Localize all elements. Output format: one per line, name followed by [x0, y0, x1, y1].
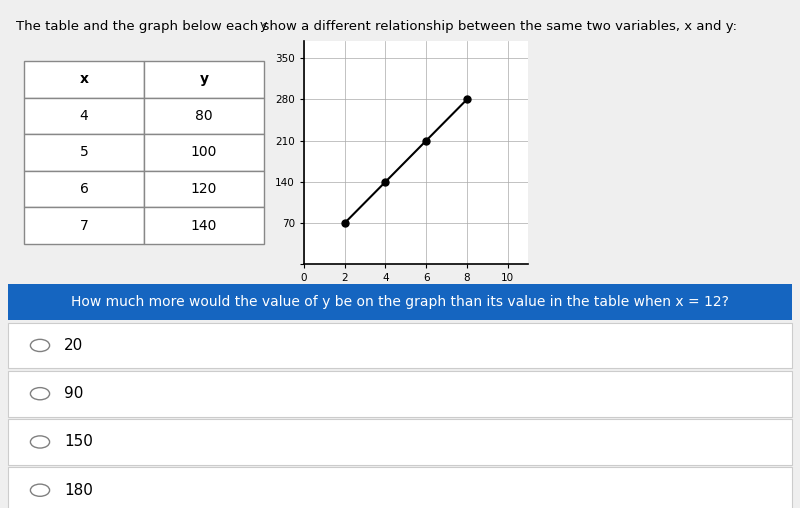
Text: How much more would the value of y be on the graph than its value in the table w: How much more would the value of y be on… — [71, 295, 729, 309]
Text: x: x — [79, 72, 89, 86]
Text: 6: 6 — [79, 182, 89, 196]
Text: 100: 100 — [191, 145, 217, 160]
Text: 20: 20 — [64, 338, 83, 353]
Text: The table and the graph below each show a different relationship between the sam: The table and the graph below each show … — [16, 20, 737, 34]
X-axis label: x: x — [412, 286, 420, 299]
Y-axis label: y: y — [260, 19, 267, 31]
Text: 4: 4 — [80, 109, 88, 123]
Text: 7: 7 — [80, 218, 88, 233]
Text: 150: 150 — [64, 434, 93, 450]
Text: 5: 5 — [80, 145, 88, 160]
Text: 180: 180 — [64, 483, 93, 498]
Text: 120: 120 — [191, 182, 217, 196]
Text: 80: 80 — [195, 109, 213, 123]
Text: y: y — [199, 72, 209, 86]
Text: 140: 140 — [191, 218, 217, 233]
Text: 90: 90 — [64, 386, 83, 401]
